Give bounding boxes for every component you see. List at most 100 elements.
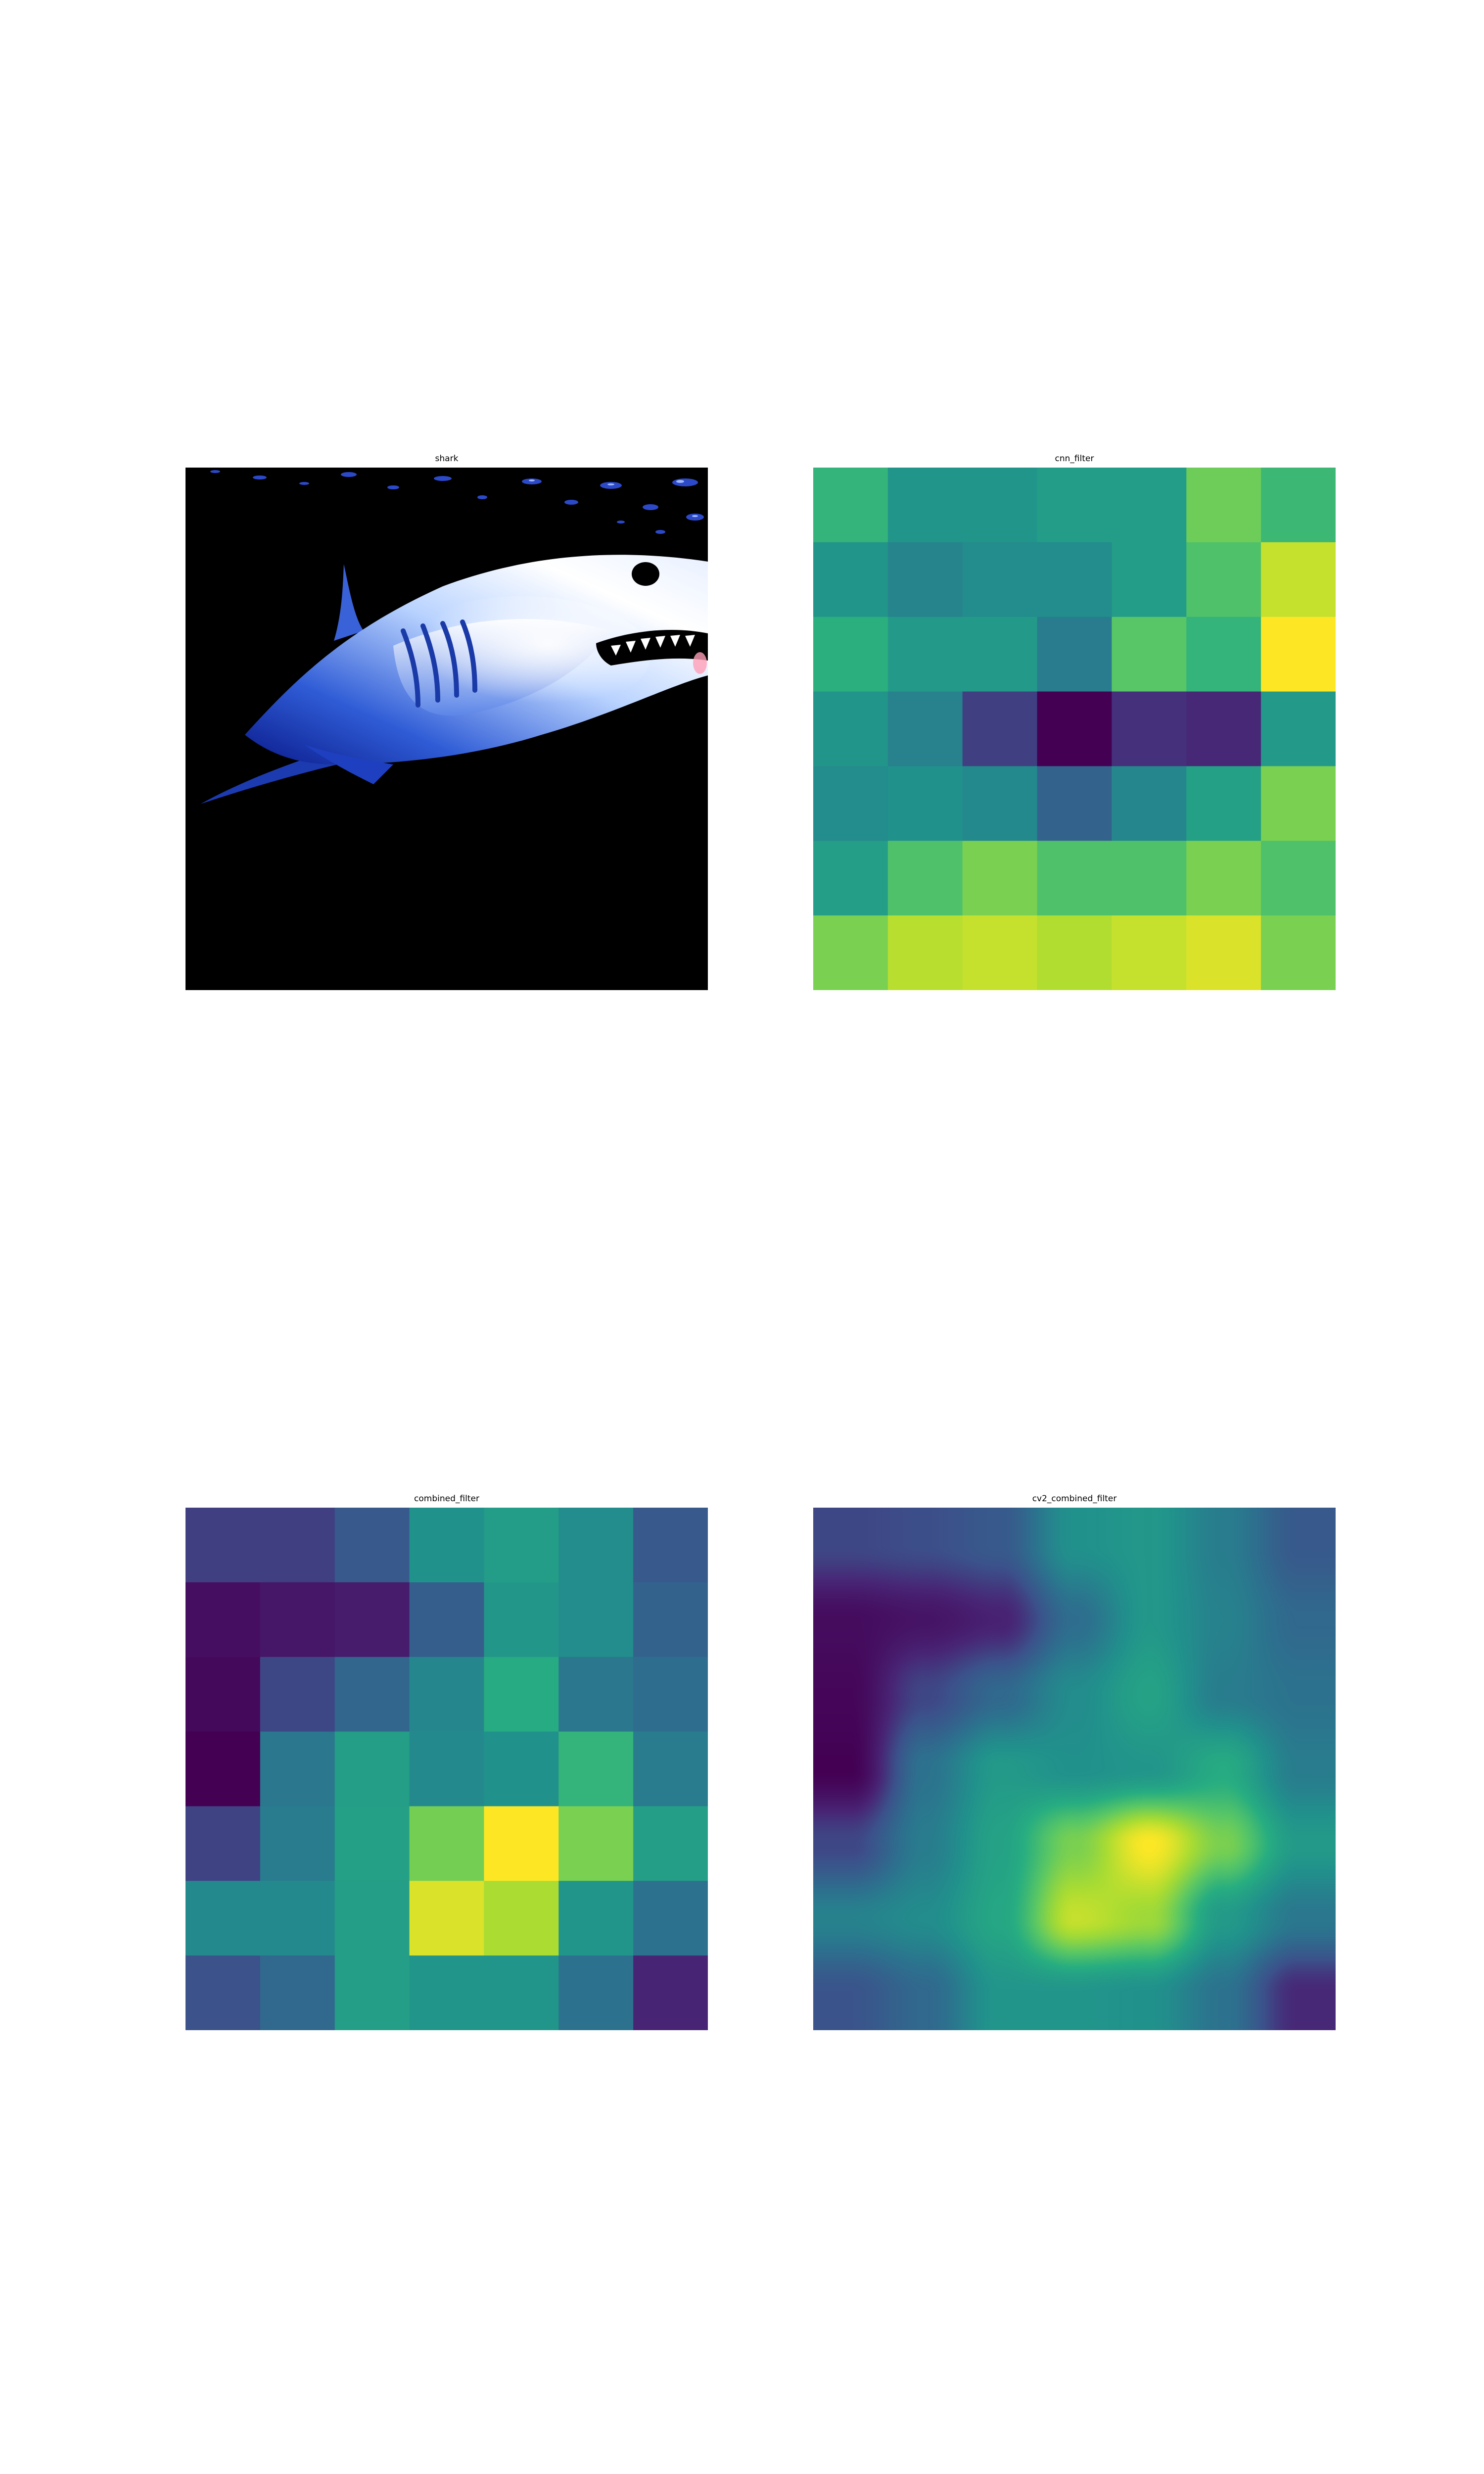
heatmap-cell-r3-c2 [334,1731,410,1807]
heatmap-cell-r2-c6 [633,1657,708,1732]
heatmap-cell-r2-c2 [334,1657,410,1732]
heatmap-cell-r1-c5 [1186,542,1261,618]
panel-title-cnn-filter: cnn_filter [1055,454,1094,464]
heatmap-cell-r2-c5 [1186,617,1261,692]
heatmap-cell-r3-c1 [887,691,963,767]
heatmap-cell-r6-c4 [484,1955,559,2030]
heatmap-cell-r4-c4 [1112,766,1187,841]
pectoral-fin [304,745,393,784]
heatmap-cell-r3-c3 [409,1731,485,1807]
heatmap-cell-r1-c4 [1112,542,1187,618]
shark-drawing [186,470,708,990]
heatmap-cell-r0-c2 [962,468,1038,543]
heatmap-cell-r3-c5 [558,1731,634,1807]
heatmap-cell-r3-c0 [186,1731,261,1807]
heatmap-cell-r0-c0 [186,1508,261,1583]
heatmap-cell-r6-c2 [962,915,1038,990]
heatmap-cnn-filter [813,468,1336,990]
heatmap-cell-r3-c0 [813,691,888,767]
heatmap-cell-r6-c1 [260,1955,335,2030]
heatmap-cell-r5-c6 [1261,841,1336,916]
heatmap-cell-r2-c2 [962,617,1038,692]
heatmap-cell-r2-c3 [1037,617,1113,692]
heatmap-cell-r2-c0 [186,1657,261,1732]
shark-teeth [611,635,695,656]
heatmap-cell-r0-c5 [1186,468,1261,543]
panel-shark: shark [186,454,708,990]
heatmap-cell-r2-c4 [484,1657,559,1732]
shark-image [186,468,708,990]
heatmap-cell-r5-c2 [334,1881,410,1956]
panel-combined-filter: combined_filter [186,1494,708,2030]
heatmap-cell-r4-c1 [260,1806,335,1881]
heatmap-cell-r5-c1 [260,1881,335,1956]
heatmap-cell-r0-c5 [558,1508,634,1583]
heatmap-cell-r0-c4 [1112,468,1187,543]
heatmap-cell-r1-c1 [887,542,963,618]
heatmap-cell-r2-c6 [1261,617,1336,692]
heatmap-cell-r4-c2 [962,766,1038,841]
heatmap-cell-r6-c6 [633,1955,708,2030]
heatmap-cell-r6-c3 [1037,915,1113,990]
heatmap-cell-r1-c3 [1037,542,1113,618]
heatmap-cell-r1-c0 [186,1582,261,1658]
heatmap-cell-r4-c3 [409,1806,485,1881]
heatmap-cell-r4-c5 [1186,766,1261,841]
heatmap-cell-r1-c2 [962,542,1038,618]
heatmap-cell-r2-c4 [1112,617,1187,692]
heatmap-cell-r6-c5 [558,1955,634,2030]
heatmap-cell-r1-c3 [409,1582,485,1658]
heatmap-cell-r1-c2 [334,1582,410,1658]
heatmap-cell-r4-c4 [484,1806,559,1881]
heatmap-cell-r5-c3 [1037,841,1113,916]
heatmap-cell-r5-c5 [1186,841,1261,916]
panel-cnn-filter: cnn_filter [813,454,1336,990]
heatmap-cell-r3-c2 [962,691,1038,767]
heatmap-cell-r4-c6 [1261,766,1336,841]
gill-slits [401,619,477,708]
heatmap-cell-r0-c2 [334,1508,410,1583]
heatmap-cell-r6-c3 [409,1955,485,2030]
heatmap-cell-r4-c0 [813,766,888,841]
dorsal-fin [334,564,364,641]
heatmap-cell-r4-c3 [1037,766,1113,841]
heatmap-cell-r6-c2 [334,1955,410,2030]
heatmap-cell-r1-c5 [558,1582,634,1658]
water-surface-highlights [529,479,698,517]
heatmap-cell-r3-c5 [1186,691,1261,767]
panel-title-cv2-combined-filter: cv2_combined_filter [1032,1494,1117,1504]
heatmap-cell-r4-c6 [633,1806,708,1881]
heatmap-cell-r4-c0 [186,1806,261,1881]
heatmap-cell-r5-c0 [186,1881,261,1956]
heatmap-cell-r6-c5 [1186,915,1261,990]
heatmap-cell-r0-c1 [260,1508,335,1583]
heatmap-cell-r0-c6 [1261,468,1336,543]
heatmap-cell-r3-c6 [1261,691,1336,767]
heatmap-cell-r0-c3 [409,1508,485,1583]
smooth-heatmap-canvas [813,1508,1336,2030]
heatmap-cell-r5-c6 [633,1881,708,1956]
heatmap-cell-r6-c0 [186,1955,261,2030]
heatmap-cell-r0-c4 [484,1508,559,1583]
heatmap-cell-r5-c0 [813,841,888,916]
heatmap-cell-r4-c1 [887,766,963,841]
panel-cv2-combined-filter: cv2_combined_filter [813,1494,1336,2030]
heatmap-cell-r6-c6 [1261,915,1336,990]
water-surface-specks [210,470,704,534]
heatmap-cell-r5-c4 [484,1881,559,1956]
heatmap-cell-r6-c0 [813,915,888,990]
heatmap-cv2-combined-filter [813,1508,1336,2030]
heatmap-cell-r2-c1 [260,1657,335,1732]
heatmap-cell-r1-c6 [1261,542,1336,618]
heatmap-cell-r1-c1 [260,1582,335,1658]
heatmap-cell-r6-c4 [1112,915,1187,990]
heatmap-cell-r5-c3 [409,1881,485,1956]
heatmap-cell-r2-c0 [813,617,888,692]
heatmap-cell-r4-c5 [558,1806,634,1881]
heatmap-cell-r0-c0 [813,468,888,543]
heatmap-cell-r0-c1 [887,468,963,543]
heatmap-combined-filter [186,1508,708,2030]
heatmap-cell-r1-c0 [813,542,888,618]
heatmap-cell-r1-c6 [633,1582,708,1658]
heatmap-cell-r3-c6 [633,1731,708,1807]
